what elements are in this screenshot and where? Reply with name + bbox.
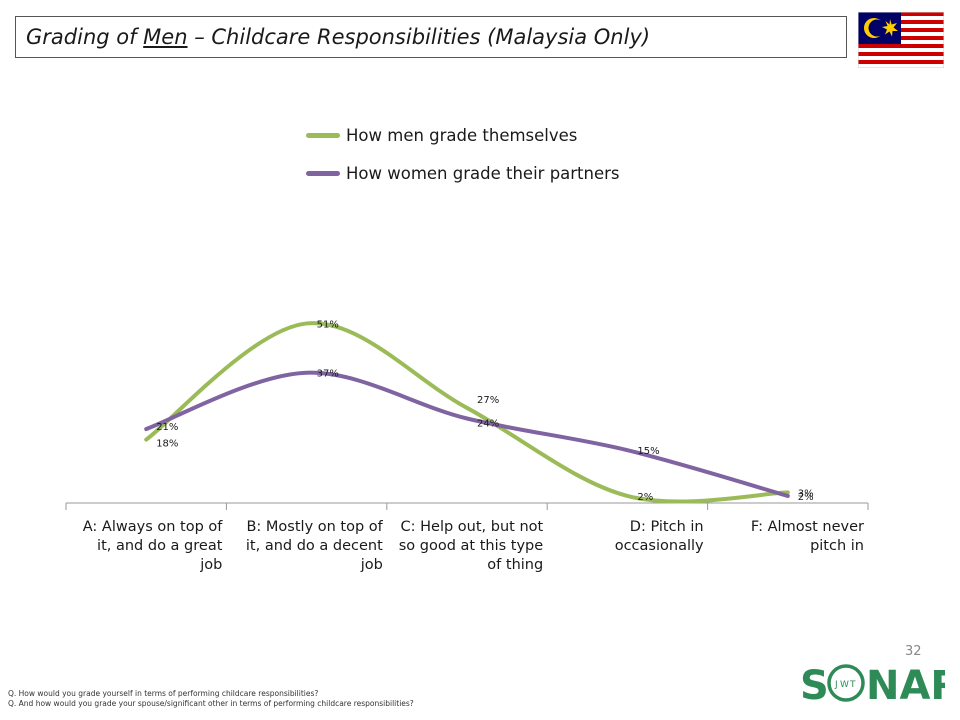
x-tick-label: D: Pitch in occasionally: [614, 519, 704, 554]
logo-letters-nar: NAR: [866, 663, 945, 706]
data-label: 37%: [317, 369, 339, 380]
logo-ring: [827, 664, 865, 702]
footnote-1: Q. How would you grade yourself in terms…: [8, 689, 319, 698]
data-label: 18%: [156, 439, 178, 450]
data-label: 15%: [637, 446, 659, 457]
data-label: 51%: [317, 319, 339, 330]
x-tick-label: F: Almost never pitch in: [750, 519, 864, 554]
legend-item-women: How women grade their partners: [306, 154, 620, 192]
data-label: 24%: [477, 418, 499, 429]
legend-label-men: How men grade themselves: [346, 125, 578, 145]
data-label: 21%: [156, 422, 178, 433]
logo-letter-j: J: [834, 680, 838, 690]
data-label: 27%: [477, 395, 499, 406]
sonar-jwt-logo: S J W T NAR: [800, 663, 945, 706]
page-number: 32: [905, 644, 922, 659]
legend-item-men: How men grade themselves: [306, 116, 620, 154]
legend-label-women: How women grade their partners: [346, 163, 620, 183]
chart-legend: How men grade themselves How women grade…: [306, 116, 620, 192]
series-line-men: [144, 321, 790, 504]
footnote-2: Q. And how would you grade your spouse/s…: [8, 699, 414, 708]
data-label: 2%: [798, 492, 814, 503]
logo-letter-w: W: [840, 680, 849, 690]
legend-swatch-men: [306, 132, 340, 138]
title-suffix: – Childcare Responsibilities (Malaysia O…: [187, 25, 651, 49]
x-axis-ticks: [65, 503, 869, 510]
malaysia-flag-icon: [858, 12, 944, 68]
data-label: 2%: [637, 492, 653, 503]
logo-letter-s: S: [800, 663, 829, 706]
x-tick-label: B: Mostly on top of it, and do a decent …: [245, 519, 383, 573]
series-lines: [144, 321, 790, 504]
title-box: Grading of Men – Childcare Responsibilit…: [15, 16, 847, 58]
footnotes: Q. How would you grade yourself in terms…: [8, 689, 414, 709]
x-tick-label: A: Always on top of it, and do a great j…: [82, 519, 223, 573]
data-labels: 18%51%27%2% 3%21%37%24%15%2%: [156, 319, 813, 503]
title-emphasis: Men: [143, 25, 188, 49]
legend-swatch-women: [306, 170, 340, 176]
logo-letter-t: T: [849, 680, 856, 690]
series-line-women: [144, 370, 790, 498]
page-title: Grading of Men – Childcare Responsibilit…: [26, 25, 650, 49]
data-label: 3%: [798, 488, 814, 499]
title-prefix: Grading of: [26, 25, 144, 49]
x-tick-label: C: Help out, but not so good at this typ…: [398, 519, 544, 573]
